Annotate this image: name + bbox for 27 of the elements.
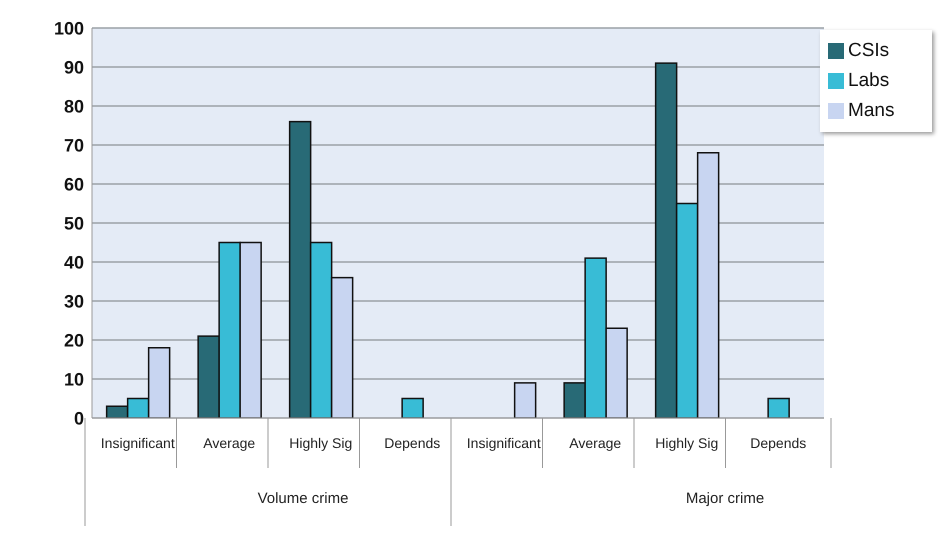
- x-tick-label: Highly Sig: [655, 435, 718, 451]
- y-tick-label: 80: [64, 96, 84, 116]
- y-tick-label: 60: [64, 174, 84, 194]
- legend-label: Mans: [848, 100, 894, 121]
- y-tick-label: 10: [64, 369, 84, 390]
- y-tick-label: 40: [64, 252, 84, 272]
- x-tick-label: Insignificant: [466, 435, 541, 451]
- x-tick-label: Average: [203, 435, 256, 451]
- y-tick-label: 50: [64, 213, 84, 234]
- bar: [767, 398, 790, 418]
- text: Major crime: [684, 490, 766, 507]
- x-tick-label: Depends: [384, 435, 440, 451]
- legend-label: CSIs: [848, 40, 890, 61]
- bar: [401, 398, 424, 418]
- x-tick-label: Average: [569, 435, 622, 451]
- x-tick-label: Highly Sig: [289, 435, 352, 451]
- y-tick-label: 100: [54, 18, 84, 38]
- legend-label: Labs: [848, 70, 890, 91]
- y-tick-label: 0: [74, 408, 84, 428]
- bar: [514, 382, 536, 418]
- x-tick-label: Insignificant: [100, 435, 175, 451]
- y-tick-label: 90: [64, 57, 84, 78]
- text: Volume crime: [256, 490, 350, 507]
- y-tick-label: 20: [64, 330, 84, 350]
- x-tick-label: Depends: [750, 435, 806, 451]
- y-tick-label: 70: [64, 135, 84, 156]
- y-tick-label: 30: [64, 291, 84, 312]
